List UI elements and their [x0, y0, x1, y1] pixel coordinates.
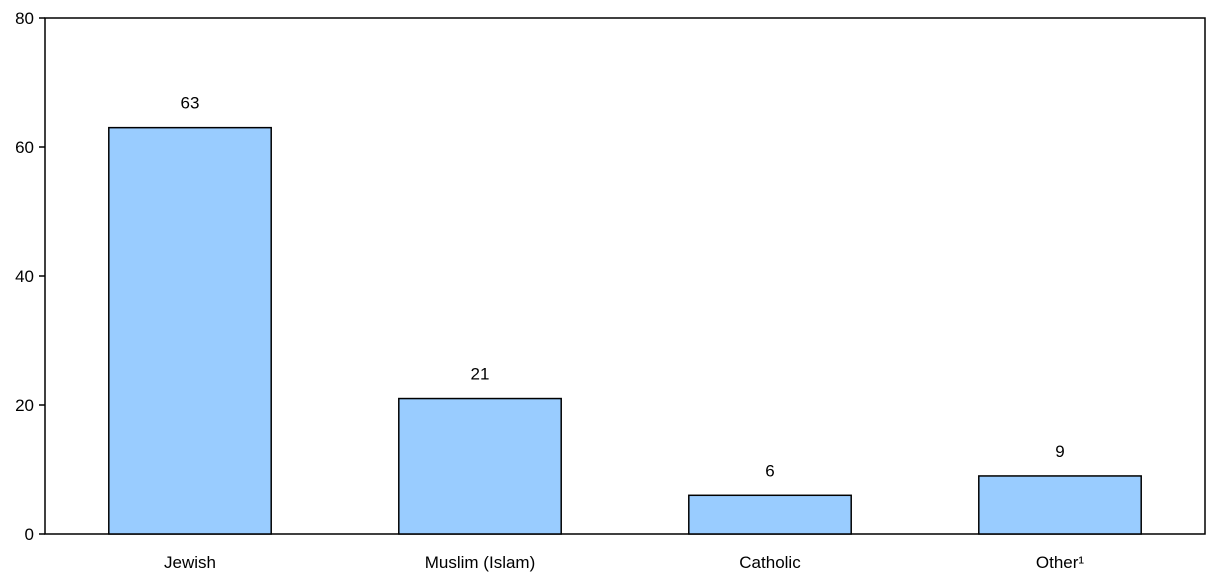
y-axis: 0 20 40 60 80 — [15, 9, 45, 544]
data-label: 21 — [471, 365, 490, 384]
data-labels: 63 21 6 9 — [181, 94, 1065, 481]
x-axis-labels: Jewish Muslim (Islam) Catholic Other¹ — [164, 553, 1084, 572]
bars — [108, 126, 1142, 535]
y-tick-label: 80 — [15, 9, 34, 28]
bar — [398, 397, 562, 535]
data-label: 9 — [1055, 442, 1064, 461]
category-label: Other¹ — [1036, 553, 1085, 572]
y-tick-label: 0 — [25, 525, 34, 544]
category-label: Muslim (Islam) — [425, 553, 536, 572]
bar — [688, 494, 852, 535]
bar — [978, 475, 1142, 535]
data-label: 6 — [765, 461, 774, 480]
y-tick-label: 40 — [15, 267, 34, 286]
y-tick-label: 60 — [15, 138, 34, 157]
y-tick-label: 20 — [15, 396, 34, 415]
category-label: Jewish — [164, 553, 216, 572]
data-label: 63 — [181, 94, 200, 113]
bar — [108, 126, 272, 535]
category-label: Catholic — [739, 553, 801, 572]
